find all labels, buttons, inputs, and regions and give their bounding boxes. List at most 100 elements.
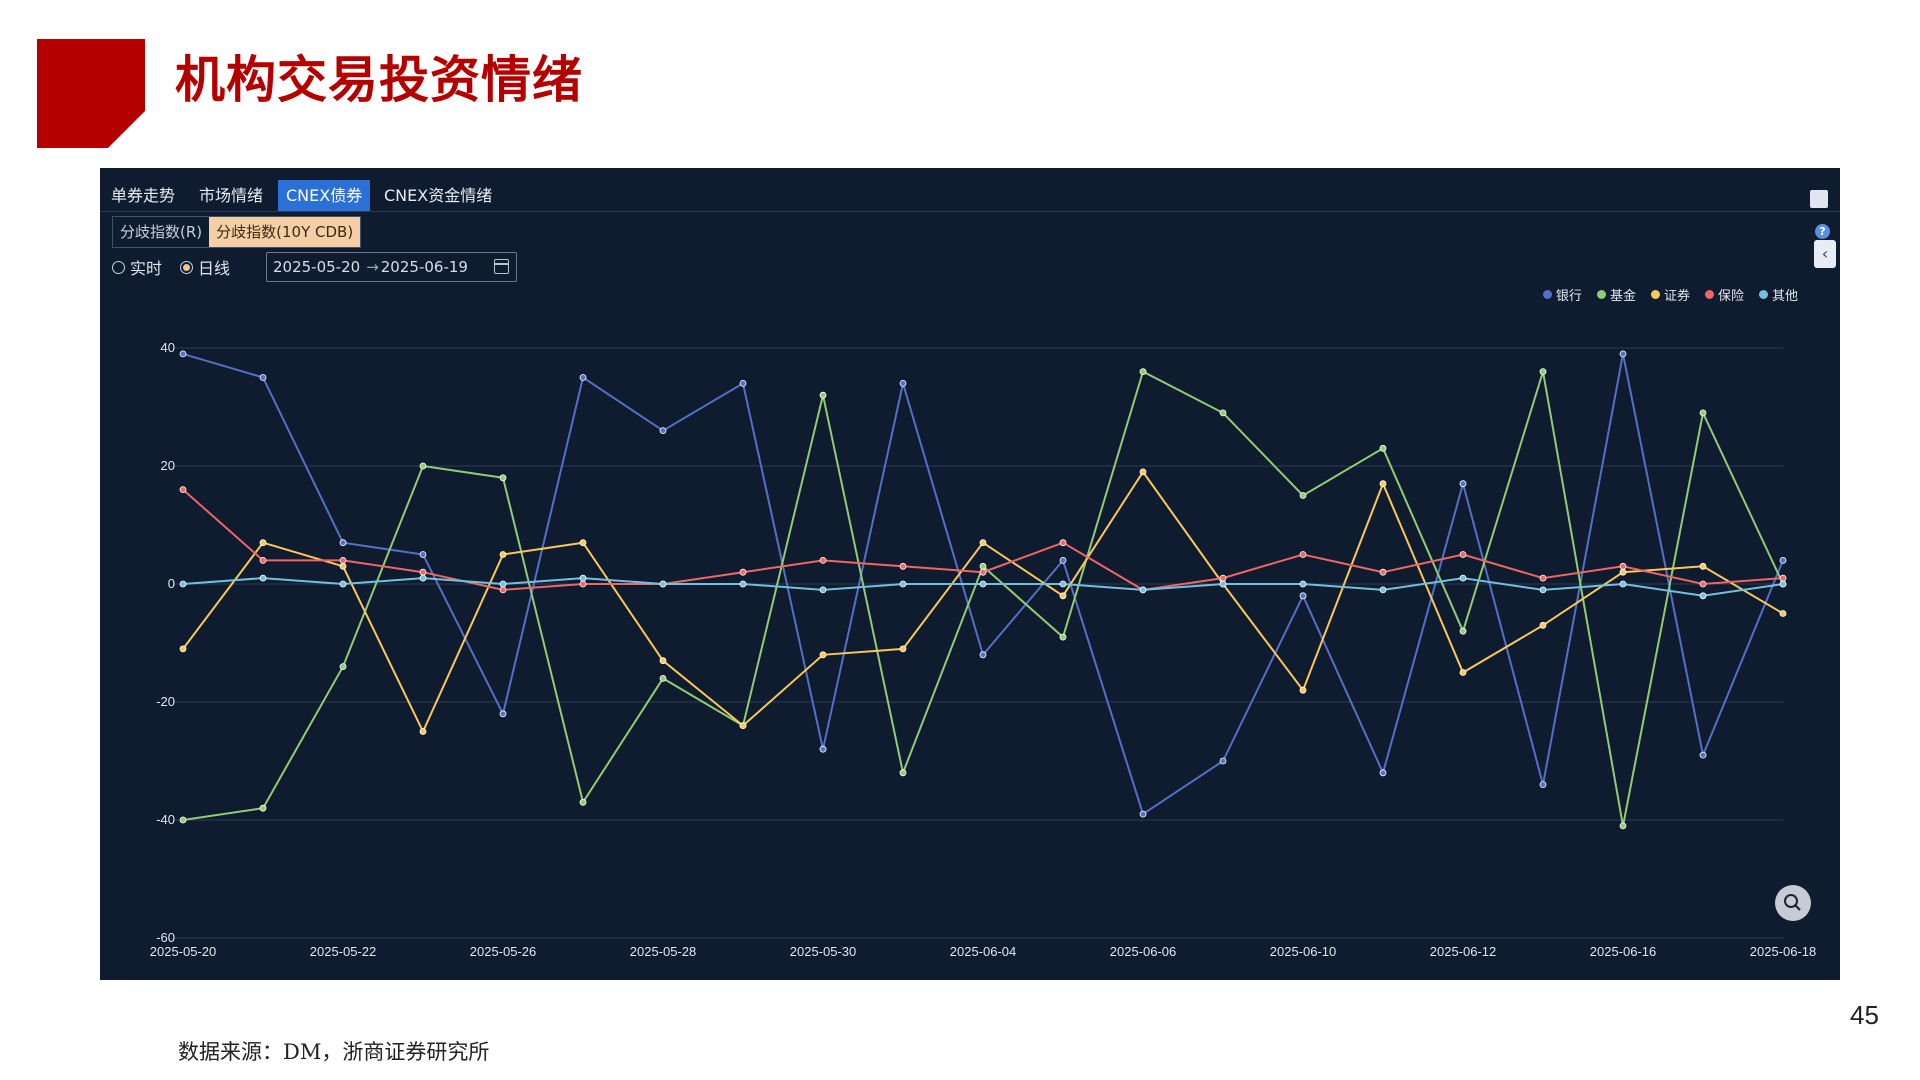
search-icon — [1784, 894, 1801, 911]
data-point — [419, 551, 427, 558]
data-point — [419, 462, 427, 470]
legend-label: 基金 — [1609, 289, 1636, 304]
tab-single-bond[interactable]: 单券走势 — [111, 186, 176, 205]
data-point — [1779, 610, 1787, 617]
legend-item-other[interactable]: 其他 — [1758, 285, 1798, 304]
chevron-left-icon[interactable]: ‹ — [1814, 240, 1836, 268]
data-point — [819, 745, 827, 753]
mode-selector: 实时 日线 — [112, 252, 248, 282]
legend-item-securities[interactable]: 证券 — [1650, 285, 1690, 304]
line-chart: -60 -40 -20 0 20 40 2025-05-20 2025-05-22 2025-0… — [150, 340, 1817, 959]
data-point — [499, 586, 507, 594]
data-point — [339, 580, 347, 588]
chart-legend: 银行 基金 证券 保险 其他 — [1528, 285, 1798, 304]
x-tick-label: 2025-06-10 — [1270, 944, 1337, 959]
expand-icon[interactable] — [1810, 190, 1828, 208]
data-point — [259, 539, 267, 547]
data-point — [1539, 574, 1547, 582]
data-point — [499, 551, 507, 558]
date-start: 2025-05-20 — [273, 258, 361, 276]
page-title: 机构交易投资情绪 — [175, 51, 583, 109]
data-point — [1539, 586, 1547, 594]
data-point — [1299, 551, 1307, 558]
data-point — [179, 816, 187, 824]
data-point — [819, 651, 827, 659]
series-line-2 — [182, 470, 1784, 734]
data-point — [1779, 574, 1787, 582]
data-point — [1299, 580, 1307, 588]
radio-checked-icon — [180, 260, 194, 274]
tab-cnex-bond[interactable]: CNEX债券 — [278, 180, 371, 211]
x-tick-label: 2025-05-30 — [790, 944, 857, 959]
date-range-picker[interactable]: 2025-05-20 → 2025-06-19 — [266, 252, 517, 282]
subtab-group: 分歧指数(R) 分歧指数(10Y CDB) — [112, 216, 362, 248]
data-point — [579, 539, 587, 547]
x-tick-label: 2025-05-26 — [470, 944, 537, 959]
subtab-divergence-10y-cdb[interactable]: 分歧指数(10Y CDB) — [209, 217, 361, 247]
data-point — [1059, 592, 1067, 600]
x-tick-label: 2025-06-18 — [1750, 944, 1817, 959]
data-point — [179, 645, 187, 653]
legend-dot — [1542, 290, 1552, 299]
data-point — [819, 391, 827, 399]
data-point — [1139, 468, 1147, 476]
data-point — [1299, 686, 1307, 694]
data-point — [339, 556, 347, 564]
y-tick-label: -20 — [156, 694, 175, 709]
data-point — [1139, 586, 1147, 594]
tab-cnex-funding-sentiment[interactable]: CNEX资金情绪 — [384, 186, 493, 205]
legend-dot — [1758, 290, 1768, 299]
y-tick-label: 0 — [168, 576, 175, 591]
data-point — [979, 562, 987, 570]
data-point — [419, 728, 427, 735]
data-point — [1459, 480, 1467, 488]
y-tick-label: 40 — [161, 340, 175, 355]
data-point — [979, 651, 987, 659]
data-point — [1619, 822, 1627, 830]
y-tick-label: 20 — [161, 458, 175, 473]
data-point — [1779, 556, 1787, 564]
data-point — [579, 798, 587, 806]
radio-daily[interactable]: 日线 — [180, 255, 230, 279]
data-point — [499, 580, 507, 588]
data-point — [259, 374, 267, 381]
data-point — [899, 562, 907, 570]
data-point — [1619, 568, 1627, 576]
data-point — [1379, 480, 1387, 488]
legend-item-fund[interactable]: 基金 — [1596, 285, 1636, 304]
page-number: 45 — [1850, 1000, 1879, 1030]
x-tick-label: 2025-06-06 — [1110, 944, 1177, 959]
legend-item-bank[interactable]: 银行 — [1542, 285, 1582, 304]
data-point — [179, 580, 187, 588]
data-point — [659, 657, 667, 665]
data-point — [1699, 592, 1707, 600]
data-point — [1699, 580, 1707, 588]
data-point — [259, 804, 267, 812]
series-line-1 — [182, 370, 1784, 827]
radio-realtime[interactable]: 实时 — [112, 255, 162, 279]
legend-dot — [1596, 290, 1606, 299]
data-point — [1619, 350, 1627, 358]
data-point — [1699, 751, 1707, 759]
data-point — [1619, 562, 1627, 570]
x-tick-label: 2025-05-20 — [150, 944, 217, 959]
data-point — [1619, 580, 1627, 588]
data-point — [1699, 409, 1707, 417]
data-point — [659, 580, 667, 588]
data-point — [899, 645, 907, 653]
data-point — [819, 586, 827, 594]
x-tick-label: 2025-06-04 — [950, 944, 1017, 959]
data-point — [339, 663, 347, 671]
legend-label: 保险 — [1717, 289, 1744, 304]
data-point — [259, 574, 267, 582]
data-point — [1779, 580, 1787, 588]
subtab-divergence-r[interactable]: 分歧指数(R) — [120, 223, 203, 241]
legend-label: 其他 — [1771, 289, 1798, 304]
zoom-button[interactable] — [1775, 885, 1811, 921]
data-point — [1459, 627, 1467, 635]
data-point — [739, 568, 747, 576]
help-icon[interactable]: ? — [1815, 224, 1830, 239]
source-note: 数据来源：DM，浙商证券研究所 — [178, 1040, 490, 1064]
legend-item-insurance[interactable]: 保险 — [1704, 285, 1744, 304]
tab-market-sentiment[interactable]: 市场情绪 — [199, 186, 264, 205]
